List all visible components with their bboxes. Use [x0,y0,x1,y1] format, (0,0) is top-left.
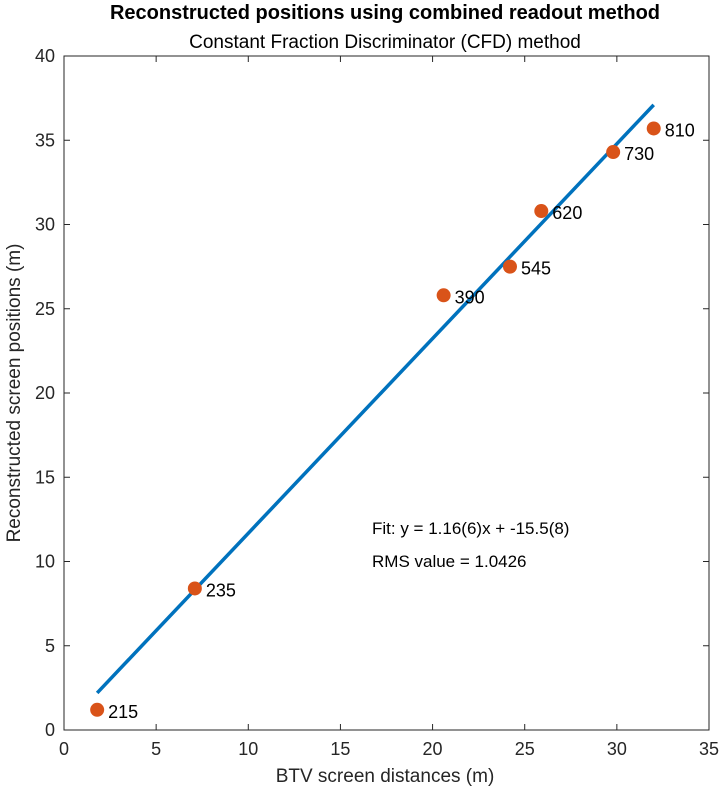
plot-area [63,55,710,731]
x-tick-label: 25 [515,739,535,759]
chart-subtitle: Constant Fraction Discriminator (CFD) me… [189,32,581,53]
data-point [646,121,661,136]
y-tick-label: 15 [35,467,55,487]
y-tick-label: 40 [35,46,55,66]
data-point-label: 730 [624,144,654,164]
y-tick-label: 10 [35,552,55,572]
series-layer: 215 235 390 545 620 730 810 [90,103,695,722]
data-point-label: 545 [521,259,551,279]
y-tick-label: 30 [35,215,55,235]
x-axis-label: BTV screen distances (m) [276,766,495,787]
y-tick-label: 35 [35,130,55,150]
rms-value: RMS value = 1.0426 [372,552,527,571]
fit-line [95,103,655,695]
y-axis-ticks: 0 5 10 15 20 25 30 35 40 [35,46,709,740]
data-point [534,204,549,219]
x-tick-label: 10 [238,739,258,759]
data-point [606,145,621,160]
y-axis-label: Reconstructed screen positions (m) [4,244,25,543]
y-tick-label: 25 [35,299,55,319]
data-point [436,288,451,303]
data-point-label: 620 [552,203,582,223]
x-axis-ticks: 0 5 10 15 20 25 30 35 [59,56,719,759]
data-point-label: 390 [455,287,485,307]
y-tick-label: 5 [45,636,55,656]
x-tick-label: 35 [699,739,719,759]
y-tick-label: 20 [35,383,55,403]
x-tick-label: 30 [607,739,627,759]
chart-title: Reconstructed positions using combined r… [110,2,660,24]
data-point [90,702,105,717]
data-point-label: 215 [108,702,138,722]
x-tick-label: 20 [423,739,443,759]
x-tick-label: 15 [330,739,350,759]
data-point-label: 235 [206,580,236,600]
fit-equation: Fit: y = 1.16(6)x + -15.5(8) [372,519,569,538]
data-point-label: 810 [665,120,695,140]
x-tick-label: 5 [151,739,161,759]
y-tick-label: 0 [45,720,55,740]
x-tick-label: 0 [59,739,69,759]
data-point [502,259,517,274]
data-point [187,581,202,596]
